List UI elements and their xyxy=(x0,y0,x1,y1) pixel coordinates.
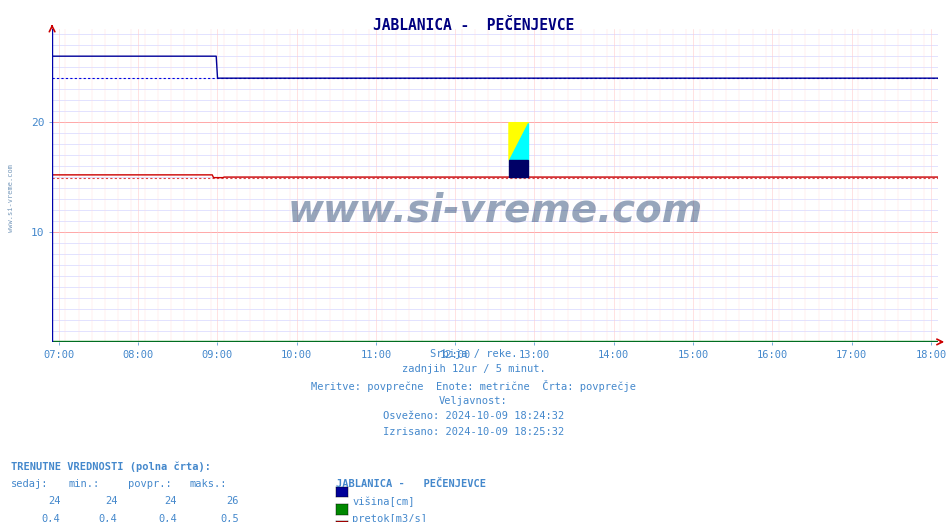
Text: maks.:: maks.: xyxy=(189,479,227,489)
Text: Izrisano: 2024-10-09 18:25:32: Izrisano: 2024-10-09 18:25:32 xyxy=(383,427,564,437)
Text: višina[cm]: višina[cm] xyxy=(352,496,415,507)
Text: 24: 24 xyxy=(48,496,61,506)
Text: povpr.:: povpr.: xyxy=(128,479,171,489)
Text: sedaj:: sedaj: xyxy=(11,479,49,489)
Text: 26: 26 xyxy=(226,496,239,506)
Text: Veljavnost:: Veljavnost: xyxy=(439,396,508,406)
Text: 24: 24 xyxy=(165,496,177,506)
Polygon shape xyxy=(509,123,528,160)
Text: www.si-vreme.com: www.si-vreme.com xyxy=(287,192,703,229)
Text: Srbija / reke.: Srbija / reke. xyxy=(430,349,517,359)
Bar xyxy=(509,160,528,177)
Polygon shape xyxy=(509,123,528,160)
Text: zadnjih 12ur / 5 minut.: zadnjih 12ur / 5 minut. xyxy=(402,364,545,374)
Text: pretok[m3/s]: pretok[m3/s] xyxy=(352,514,427,522)
Text: www.si-vreme.com: www.si-vreme.com xyxy=(8,164,13,232)
Text: JABLANICA -  PEČENJEVCE: JABLANICA - PEČENJEVCE xyxy=(373,18,574,33)
Text: JABLANICA -   PEČENJEVCE: JABLANICA - PEČENJEVCE xyxy=(336,479,486,489)
Text: 0,5: 0,5 xyxy=(220,514,239,522)
Text: TRENUTNE VREDNOSTI (polna črta):: TRENUTNE VREDNOSTI (polna črta): xyxy=(11,462,211,472)
Text: 0,4: 0,4 xyxy=(158,514,177,522)
Text: min.:: min.: xyxy=(68,479,99,489)
Text: Meritve: povprečne  Enote: metrične  Črta: povprečje: Meritve: povprečne Enote: metrične Črta:… xyxy=(311,380,636,392)
Text: Osveženo: 2024-10-09 18:24:32: Osveženo: 2024-10-09 18:24:32 xyxy=(383,411,564,421)
Text: 24: 24 xyxy=(105,496,117,506)
Text: 0,4: 0,4 xyxy=(42,514,61,522)
Text: 0,4: 0,4 xyxy=(98,514,117,522)
